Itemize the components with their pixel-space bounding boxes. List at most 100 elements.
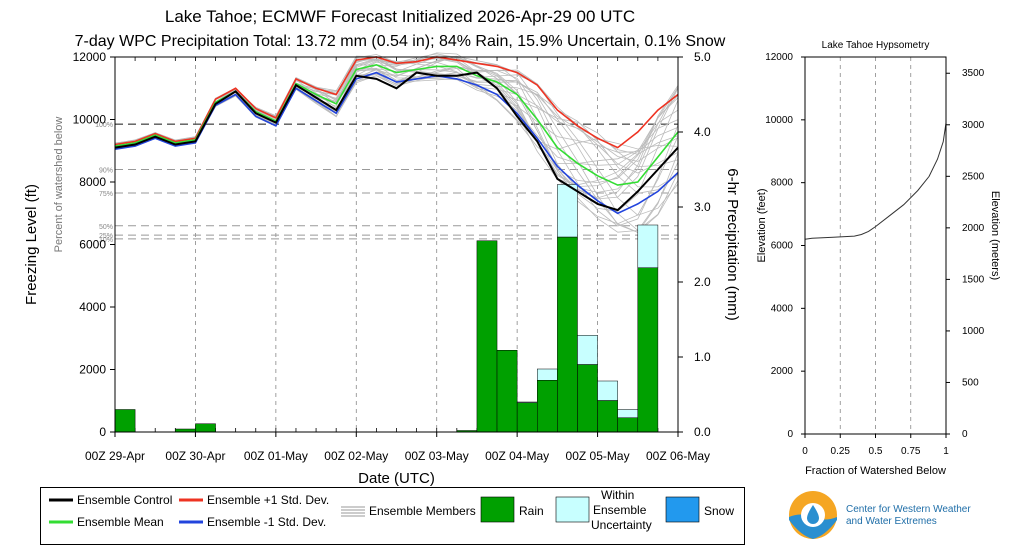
x-tick-label: 00Z 30-Apr (165, 449, 225, 463)
y2-tick-label: 0.0 (694, 425, 711, 439)
hypsometry-y2-tick-label: 500 (962, 377, 979, 388)
y-tick-label: 6000 (79, 238, 106, 252)
hypsometry-y2-tick-label: 1000 (962, 326, 985, 337)
y2-tick-label: 1.0 (694, 350, 711, 364)
uncertain-bar (557, 184, 578, 238)
hypsometry-y2-tick-label: 3500 (962, 68, 985, 79)
plus-sd-line (114, 56, 679, 149)
rain-bar (114, 409, 136, 433)
legend-members-swatch (341, 506, 365, 517)
uncertain-bar (597, 380, 618, 401)
y-axis-label: Freezing Level (ft) (23, 184, 40, 305)
percent-level-label: 25% (99, 233, 113, 240)
percent-level-label: 10% (99, 237, 113, 244)
hypsometry-y-tick-label: 4000 (771, 303, 794, 314)
cw3e-logo (789, 491, 837, 539)
rain-bar (195, 423, 216, 433)
hypsometry-x-axis-label: Fraction of Watershed Below (805, 465, 946, 477)
uncertain-bar (537, 368, 558, 381)
legend-rain-label: Rain (519, 504, 544, 518)
hypsometry-y-tick-label: 0 (787, 429, 793, 440)
logo-line-2: and Water Extremes (846, 516, 937, 527)
hypsometry-y2-tick-label: 0 (962, 429, 968, 440)
hypsometry-y-tick-label: 10000 (765, 115, 793, 126)
legend-mean-label: Ensemble Mean (77, 515, 164, 529)
legend-ensemble-label: Ensemble (593, 503, 647, 517)
x-tick-label: 00Z 29-Apr (85, 449, 145, 463)
rain-bar (537, 380, 558, 433)
legend-within-label: Within (601, 488, 635, 502)
y-tick-label: 2000 (79, 363, 106, 377)
hypsometry-y-tick-label: 2000 (771, 366, 794, 377)
hypsometry-curve (804, 122, 947, 240)
legend-control-label: Ensemble Control (77, 493, 173, 507)
logo-line-1: Center for Western Weather (846, 504, 971, 515)
uncertain-bar (577, 335, 598, 365)
y-tick-label: 12000 (73, 50, 107, 64)
legend-snow-swatch (665, 496, 700, 523)
hypsometry-y2-axis-label: Elevation (meters) (989, 191, 1001, 280)
x-tick-label: 00Z 01-May (244, 449, 308, 463)
uncertain-bar (637, 224, 659, 268)
ensemble-members (114, 52, 679, 233)
y-tick-label: 0 (99, 425, 106, 439)
legend: Ensemble Control Ensemble Mean Ensemble … (40, 487, 745, 545)
hypsometry-y-tick-label: 6000 (771, 241, 794, 252)
rain-bar (617, 417, 639, 433)
y2-tick-label: 5.0 (694, 50, 711, 64)
hypsometry-x-tick-label: 1 (943, 446, 949, 457)
hypsometry-title: Lake Tahoe Hypsometry (822, 40, 930, 51)
hypsometry-y2-tick-label: 2000 (962, 223, 985, 234)
percent-level-label: 50% (99, 224, 113, 231)
ensemble-member-line (114, 54, 679, 164)
x-tick-label: 00Z 02-May (324, 449, 388, 463)
legend-plus-label: Ensemble +1 Std. Dev. (207, 493, 330, 507)
y2-tick-label: 3.0 (694, 200, 711, 214)
y2-tick-label: 2.0 (694, 275, 711, 289)
x-axis-label: Date (UTC) (358, 470, 435, 487)
rain-bar (516, 402, 538, 433)
uncertain-bar (617, 409, 639, 418)
y-tick-label: 10000 (73, 113, 107, 127)
chart-subtitle: 7-day WPC Precipitation Total: 13.72 mm … (74, 33, 726, 50)
hypsometry-x-tick-label: 0.5 (869, 446, 883, 457)
hypsometry-x-tick-label: 0.25 (831, 446, 851, 457)
percent-level-label: 75% (99, 191, 113, 198)
hypsometry-y-tick-label: 12000 (765, 52, 793, 63)
percent-axis-label: Percent of watershed below (53, 117, 65, 253)
ensemble-member-line (114, 72, 679, 162)
rain-bar (637, 267, 659, 433)
hypsometry-x-tick-label: 0 (802, 446, 808, 457)
rain-bar (476, 240, 498, 433)
percent-level-label: 90% (99, 168, 113, 175)
y2-axis-label: 6-hr Precipitation (mm) (724, 168, 741, 321)
y-tick-label: 4000 (79, 300, 106, 314)
x-tick-label: 00Z 04-May (485, 449, 549, 463)
legend-uncertain-swatch (555, 496, 590, 523)
rain-bar (496, 350, 518, 433)
legend-snow-label: Snow (704, 504, 735, 518)
minus-sd-line (114, 71, 679, 215)
rain-bar (557, 236, 578, 433)
legend-uncertainty-label: Uncertainty (591, 518, 652, 532)
hypsometry-y2-tick-label: 2500 (962, 171, 985, 182)
hypsometry-y2-tick-label: 1500 (962, 274, 985, 285)
percent-level-label: 100% (95, 122, 113, 129)
chart-title: Lake Tahoe; ECMWF Forecast Initialized 2… (164, 7, 636, 26)
x-tick-label: 00Z 05-May (566, 449, 630, 463)
legend-minus-label: Ensemble -1 Std. Dev. (207, 515, 327, 529)
hypsometry-y-tick-label: 8000 (771, 178, 794, 189)
legend-rain-swatch (480, 496, 515, 523)
hypsometry-x-tick-label: 0.75 (901, 446, 921, 457)
y-tick-label: 8000 (79, 175, 106, 189)
rain-bar (577, 364, 598, 433)
y2-tick-label: 4.0 (694, 125, 711, 139)
x-tick-label: 00Z 03-May (405, 449, 469, 463)
legend-members-label: Ensemble Members (369, 504, 476, 518)
hypsometry-y-axis-label: Elevation (feet) (756, 189, 768, 263)
uncertain-bar (516, 401, 538, 403)
cw3e-logo-text: Center for Western Weather and Water Ext… (846, 504, 971, 528)
control-line (114, 71, 679, 212)
x-tick-label: 00Z 06-May (646, 449, 710, 463)
